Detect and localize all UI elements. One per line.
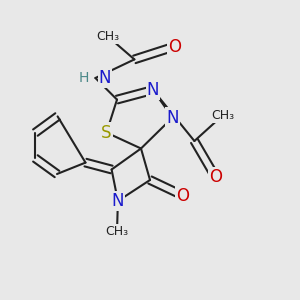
Text: N: N [98, 69, 111, 87]
Text: O: O [176, 187, 190, 205]
Text: N: N [147, 81, 159, 99]
Text: CH₃: CH₃ [211, 109, 234, 122]
Text: CH₃: CH₃ [96, 30, 120, 43]
Text: N: N [166, 109, 179, 127]
Text: O: O [168, 38, 181, 56]
Text: S: S [101, 124, 112, 142]
Text: N: N [112, 192, 124, 210]
Text: O: O [209, 168, 222, 186]
Text: H: H [78, 71, 89, 85]
Text: CH₃: CH₃ [105, 225, 129, 238]
